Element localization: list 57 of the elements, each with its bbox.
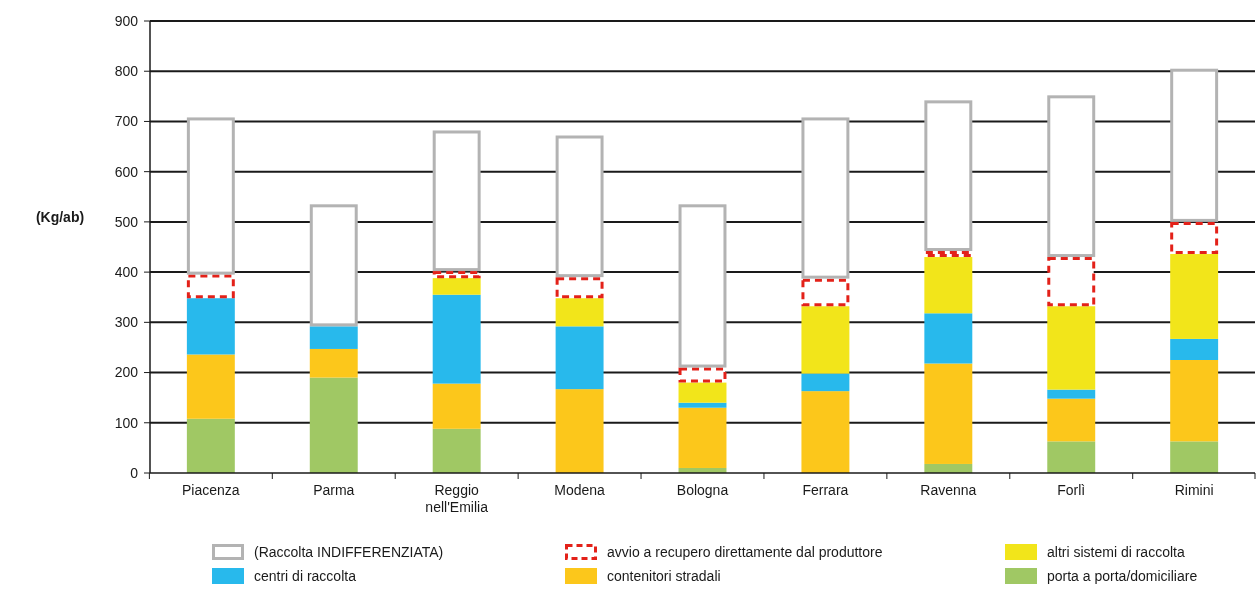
bar [924,257,973,314]
bar [1047,441,1096,473]
bar [555,326,604,390]
bar [432,428,481,473]
bar [309,204,358,327]
bar [432,278,481,295]
y-tick-label: 800 [114,63,139,80]
bar [1047,306,1096,390]
bar [678,407,727,468]
bar [555,298,604,327]
bar [1170,441,1219,473]
x-tick-label: Parma [313,482,355,498]
y-tick-label: 900 [114,12,139,29]
legend-label: avvio a recupero direttamente dal produttore [607,543,883,560]
bar [801,373,850,392]
bar [309,348,358,378]
y-axis-title: (Kg/ab) [35,209,85,225]
bar [186,354,235,419]
x-tick-label: Bologna [676,482,729,498]
bar [186,418,235,473]
y-tick-label: 0 [130,464,139,481]
bar [801,306,850,374]
x-tick-label: Modena [554,482,606,498]
x-tick-label: Piacenza [182,482,240,498]
y-tick-label: 200 [114,364,139,381]
y-tick-label: 500 [114,213,139,230]
x-tick-label: Ferrara [802,482,849,498]
bar [801,391,850,473]
bar [924,313,973,364]
bar [924,363,973,464]
bar [432,383,481,429]
bar [186,298,235,355]
bar [1170,338,1219,360]
bar [309,377,358,473]
bar [432,294,481,384]
bar [678,382,727,403]
bar [678,402,727,408]
bar [555,389,604,473]
x-tick-label: Rimini [1174,482,1214,498]
x-tick-label: Ravenna [920,482,977,498]
y-tick-label: 100 [114,414,139,431]
bar [1170,360,1219,442]
bar [309,326,358,349]
legend-label: contenitori stradali [607,567,721,584]
y-tick-label: 600 [114,163,139,180]
bar [1170,254,1219,339]
legend-label: centri di raccolta [254,567,357,584]
legend-label: (Raccolta INDIFFERENZIATA) [254,543,444,560]
y-tick-label: 400 [114,264,139,281]
x-tick-label: Reggio nell'Emilia [425,482,489,515]
x-tick-label: Forlì [1057,482,1086,498]
bar [1047,398,1096,442]
legend-label: altri sistemi di raccolta [1047,543,1185,560]
y-tick-label: 700 [114,113,139,130]
y-tick-label: 300 [114,314,139,331]
bar [1047,389,1096,399]
legend-label: porta a porta/domiciliare [1047,567,1198,584]
